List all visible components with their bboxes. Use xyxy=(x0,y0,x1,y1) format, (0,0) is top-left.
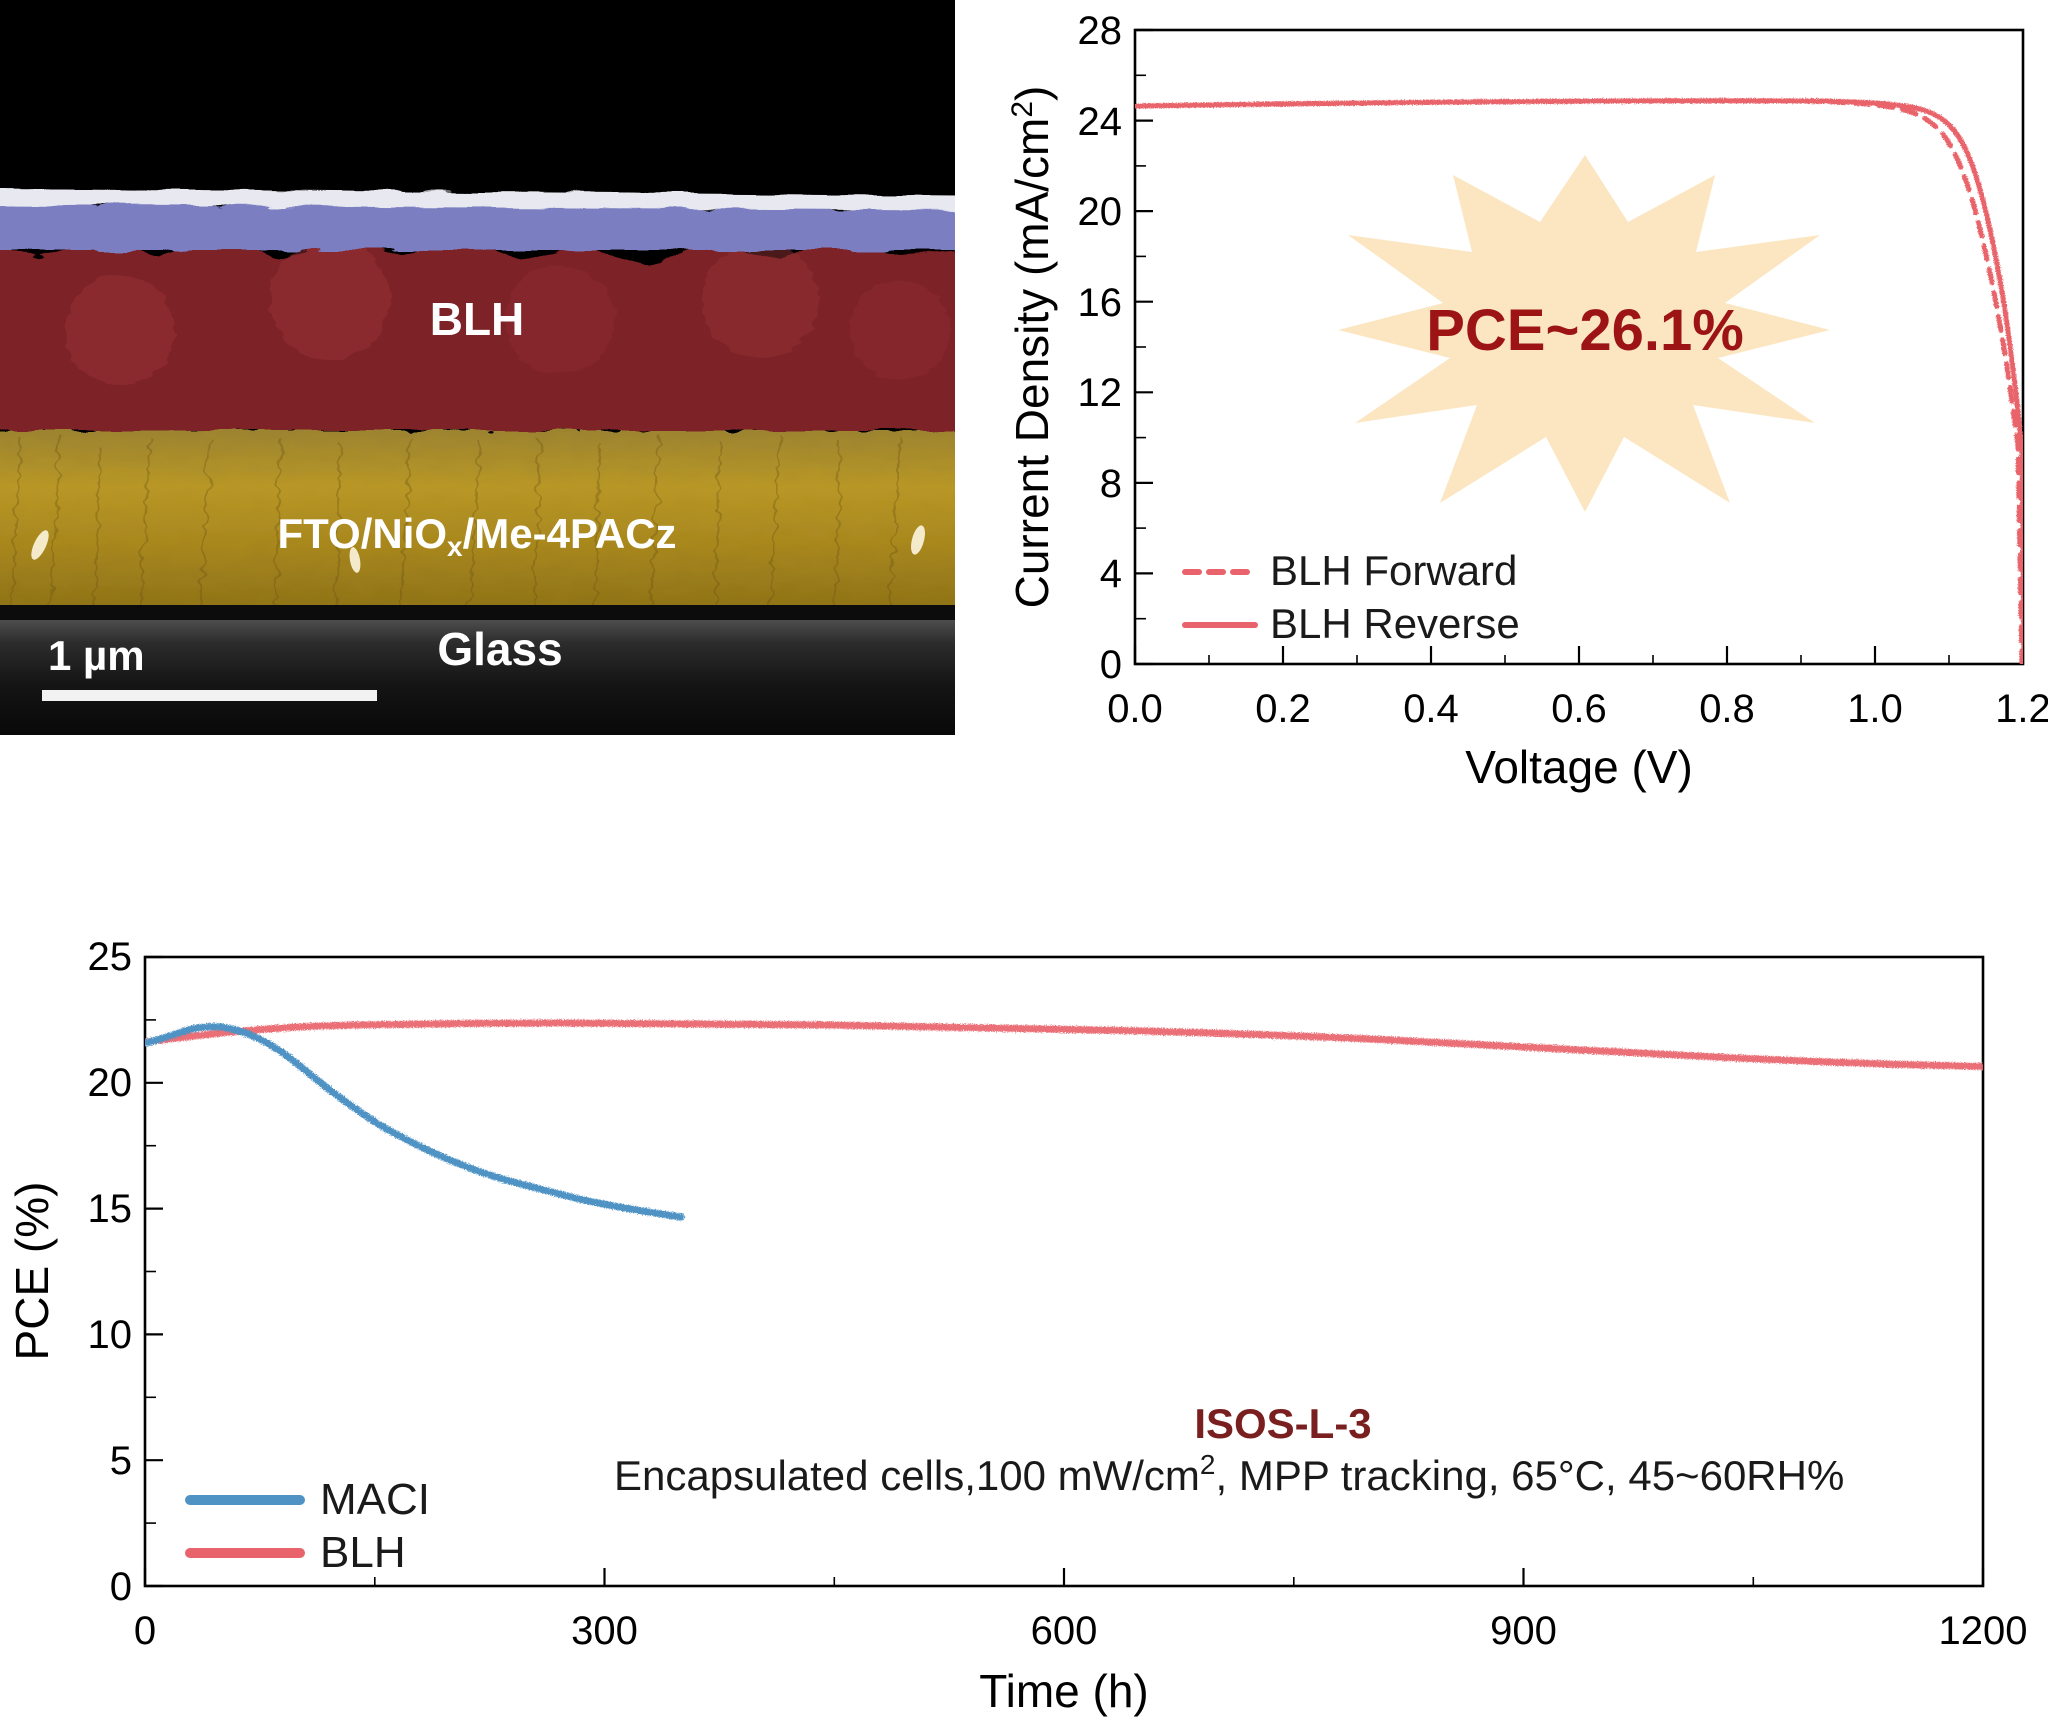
svg-text:16: 16 xyxy=(1078,281,1123,325)
svg-text:0.2: 0.2 xyxy=(1255,687,1311,731)
svg-text:BLH Forward: BLH Forward xyxy=(1270,547,1517,594)
svg-text:0: 0 xyxy=(1100,643,1122,687)
svg-text:0.4: 0.4 xyxy=(1403,687,1459,731)
svg-text:1200: 1200 xyxy=(1939,1609,2028,1653)
svg-text:24: 24 xyxy=(1078,100,1123,144)
svg-text:PCE~26.1%: PCE~26.1% xyxy=(1426,298,1744,363)
svg-text:Current Density (mA/cm2): Current Density (mA/cm2) xyxy=(1006,86,1058,609)
svg-text:1 µm: 1 µm xyxy=(48,632,145,679)
svg-text:BLH: BLH xyxy=(430,293,525,345)
svg-text:20: 20 xyxy=(1078,190,1123,234)
svg-text:28: 28 xyxy=(1078,9,1123,53)
svg-text:8: 8 xyxy=(1100,462,1122,506)
svg-text:5: 5 xyxy=(110,1439,132,1483)
svg-text:Glass: Glass xyxy=(437,623,562,675)
svg-text:Time (h): Time (h) xyxy=(979,1665,1149,1717)
svg-text:600: 600 xyxy=(1031,1609,1098,1653)
svg-text:Voltage (V): Voltage (V) xyxy=(1465,741,1693,793)
svg-text:4: 4 xyxy=(1100,552,1122,596)
svg-text:300: 300 xyxy=(571,1609,638,1653)
svg-text:0.8: 0.8 xyxy=(1699,687,1755,731)
svg-text:Encapsulated cells,100 mW/cm2,: Encapsulated cells,100 mW/cm2, MPP track… xyxy=(614,1449,1844,1499)
svg-text:BLH Reverse: BLH Reverse xyxy=(1270,600,1520,647)
svg-text:0.6: 0.6 xyxy=(1551,687,1607,731)
svg-text:25: 25 xyxy=(88,935,133,979)
svg-text:MACI: MACI xyxy=(320,1475,430,1524)
svg-text:10: 10 xyxy=(88,1313,133,1357)
svg-text:PCE (%): PCE (%) xyxy=(6,1182,58,1361)
svg-text:1.0: 1.0 xyxy=(1847,687,1903,731)
svg-text:FTO/NiOx/Me-4PACz: FTO/NiOx/Me-4PACz xyxy=(277,510,676,562)
svg-text:1.2: 1.2 xyxy=(1995,687,2048,731)
svg-text:900: 900 xyxy=(1490,1609,1557,1653)
svg-text:ISOS-L-3: ISOS-L-3 xyxy=(1194,1400,1371,1447)
svg-text:0: 0 xyxy=(134,1609,156,1653)
svg-text:BLH: BLH xyxy=(320,1528,406,1577)
svg-text:0.0: 0.0 xyxy=(1107,687,1163,731)
svg-text:0: 0 xyxy=(110,1565,132,1609)
svg-text:12: 12 xyxy=(1078,371,1123,415)
svg-text:15: 15 xyxy=(88,1187,133,1231)
svg-text:20: 20 xyxy=(88,1061,133,1105)
